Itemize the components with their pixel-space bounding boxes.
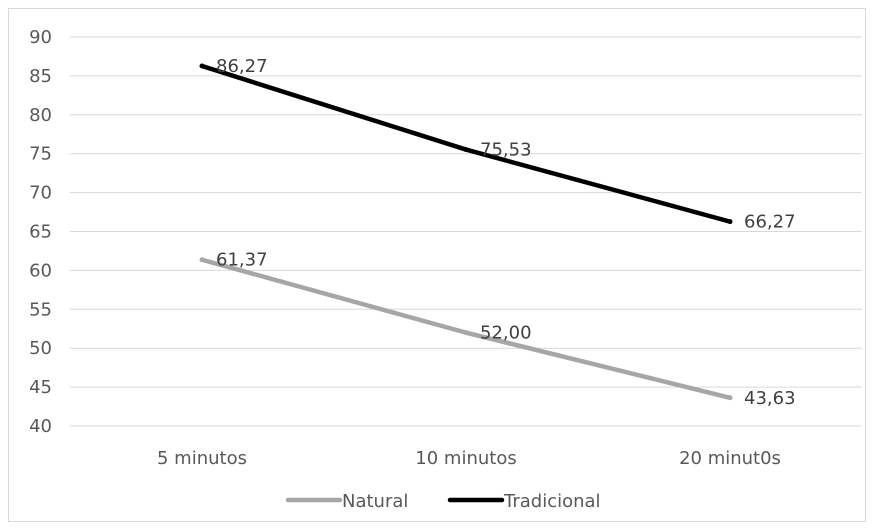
legend-label-natural: Natural xyxy=(342,491,408,512)
x-tick-label: 20 minut0s xyxy=(679,448,781,469)
x-tick-label: 5 minutos xyxy=(157,448,247,469)
series-line-natural xyxy=(199,257,733,401)
chart-frame xyxy=(8,8,866,522)
y-tick-label: 50 xyxy=(29,338,52,359)
y-tick-label: 85 xyxy=(29,66,52,87)
y-tick-label: 55 xyxy=(29,299,52,320)
data-label: 66,27 xyxy=(744,212,796,233)
data-label: 75,53 xyxy=(480,140,532,161)
x-tick-label: 10 minutos xyxy=(415,448,516,469)
data-point xyxy=(199,257,205,263)
data-label: 52,00 xyxy=(480,323,532,344)
y-tick-label: 90 xyxy=(29,27,52,48)
data-label: 61,37 xyxy=(216,250,268,271)
data-point xyxy=(463,147,469,153)
data-point xyxy=(463,330,469,336)
legend-label-tradicional: Tradicional xyxy=(503,491,601,512)
y-tick-label: 40 xyxy=(29,416,52,437)
y-tick-label: 45 xyxy=(29,377,52,398)
y-tick-label: 65 xyxy=(29,222,52,243)
series-line-tradicional xyxy=(199,63,733,224)
data-point xyxy=(727,395,733,401)
y-tick-label: 70 xyxy=(29,183,52,204)
y-tick-label: 80 xyxy=(29,105,52,126)
y-tick-label: 60 xyxy=(29,260,52,281)
data-point xyxy=(727,219,733,225)
data-point xyxy=(199,63,205,69)
data-label: 86,27 xyxy=(216,56,268,77)
y-tick-label: 75 xyxy=(29,144,52,165)
data-label: 43,63 xyxy=(744,388,796,409)
